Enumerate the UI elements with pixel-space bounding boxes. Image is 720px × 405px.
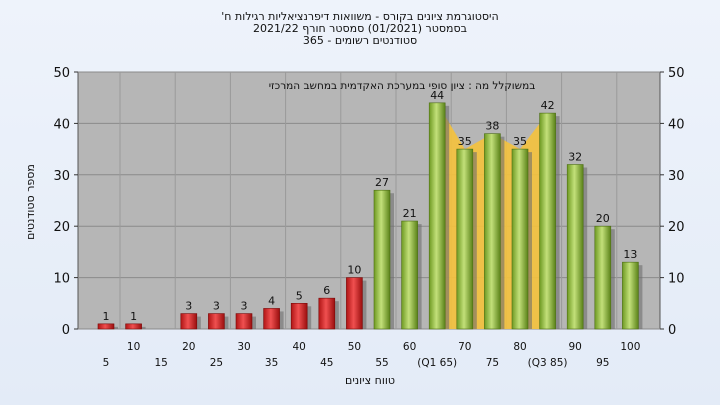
chart-title-line-1: היסטוגרמת ציונים בקורס - משוואות דיפרנצי… (221, 10, 499, 23)
x-axis-label: טווח ציונים (345, 374, 395, 387)
bar-value-label: 6 (323, 284, 330, 297)
y-tick-label-left: 40 (53, 117, 70, 132)
bar-value-label: 27 (375, 176, 389, 189)
x-tick-label-upper: 20 (182, 341, 195, 353)
y-tick-label-right: 30 (668, 169, 685, 184)
x-tick-label-upper: 50 (348, 341, 361, 353)
x-tick-label-lower: 25 (210, 357, 223, 369)
x-tick-label-upper: 70 (458, 341, 471, 353)
bar (428, 102, 446, 330)
bar (373, 189, 391, 330)
y-tick-label-right: 20 (668, 220, 685, 235)
x-tick-label-lower: 35 (265, 357, 278, 369)
chart-annotation: במשוקלל מה : ציון סופי במערכת האקדמית במ… (269, 80, 536, 92)
x-tick-label-lower: 75 (486, 357, 499, 369)
chart-title-line-2: בסמסטר (01/2021) סמסטר חורף 2021/22 (253, 22, 467, 35)
x-tick-label-upper: 60 (403, 341, 416, 353)
bar (318, 297, 336, 330)
bar (125, 323, 142, 330)
bar-value-label: 1 (130, 310, 137, 323)
y-tick-label-left: 0 (62, 323, 70, 338)
x-tick-label-lower: 95 (596, 357, 609, 369)
chart-title-line-3: סטודנטים רשומים - 365 (302, 34, 418, 47)
bar-value-label: 35 (458, 135, 472, 148)
bar-value-label: 3 (241, 300, 248, 313)
bar (346, 277, 363, 330)
bar-value-label: 20 (596, 212, 610, 225)
y-tick-label-right: 50 (668, 66, 685, 81)
bar (208, 313, 225, 330)
x-tick-label-lower: 5 (103, 357, 110, 369)
bar (263, 308, 280, 330)
x-tick-label-upper: 40 (293, 341, 306, 353)
y-tick-label-left: 20 (53, 220, 70, 235)
x-tick-label-upper: 30 (237, 341, 250, 353)
y-tick-label-left: 10 (53, 272, 70, 287)
bar (290, 302, 308, 330)
bar (566, 164, 584, 330)
bar (511, 148, 529, 330)
y-tick-label-left: 50 (53, 66, 70, 81)
bar (97, 323, 115, 330)
x-tick-label-upper: 10 (127, 341, 140, 353)
bar-value-label: 4 (268, 294, 275, 307)
x-tick-label-upper: 80 (513, 341, 526, 353)
bar-value-label: 3 (185, 300, 192, 313)
bar-value-label: 21 (403, 207, 417, 220)
y-tick-label-right: 0 (668, 323, 676, 338)
bar (401, 220, 418, 330)
bar (484, 133, 501, 330)
bar-value-label: 5 (296, 289, 303, 302)
x-tick-label-lower: (Q3 85) (528, 357, 568, 369)
bar-value-label: 3 (213, 300, 220, 313)
bar (180, 313, 198, 330)
y-tick-label-right: 40 (668, 117, 685, 132)
y-tick-label-right: 10 (668, 272, 685, 287)
bar (622, 261, 639, 330)
x-tick-label-lower: (Q1 65) (417, 357, 457, 369)
bar-value-label: 1 (103, 310, 110, 323)
x-tick-label-upper: 100 (620, 341, 640, 353)
bar-value-label: 10 (347, 264, 361, 277)
y-tick-label-left: 30 (53, 169, 70, 184)
bar-value-label: 42 (541, 99, 555, 112)
y-axis-label: מספר סטודנטים (24, 164, 37, 240)
x-tick-label-lower: 55 (375, 357, 388, 369)
bar (456, 148, 474, 330)
x-tick-label-upper: 90 (569, 341, 582, 353)
bar-value-label: 44 (430, 89, 444, 102)
x-tick-label-lower: 45 (320, 357, 333, 369)
bar (539, 112, 556, 330)
bar-value-label: 35 (513, 135, 527, 148)
bar-value-label: 38 (485, 120, 499, 133)
bar-value-label: 13 (623, 248, 637, 261)
bar (594, 225, 612, 330)
x-tick-label-lower: 15 (155, 357, 168, 369)
bar (235, 313, 253, 330)
bar-value-label: 32 (568, 151, 582, 164)
